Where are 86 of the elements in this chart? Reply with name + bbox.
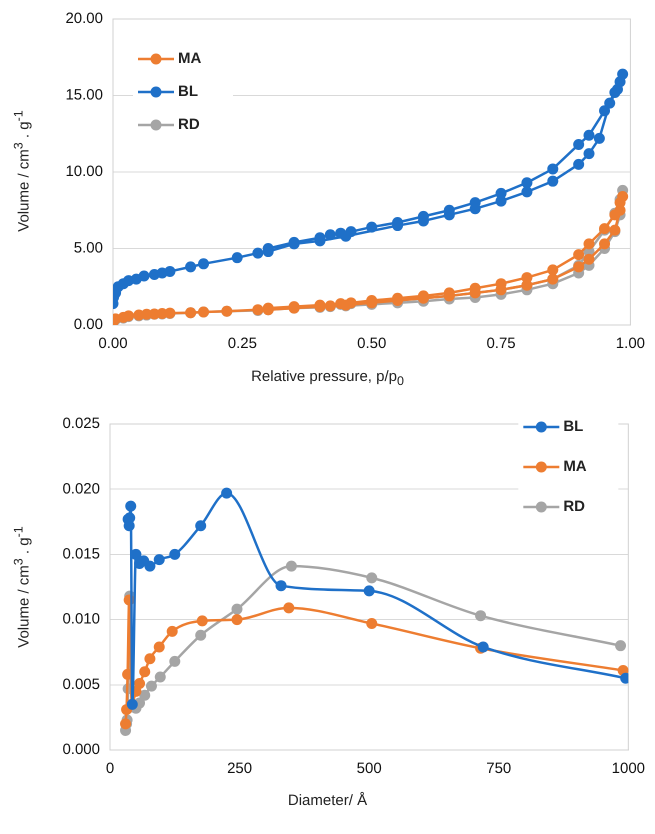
point bbox=[604, 98, 616, 109]
x-tick-label: 0 bbox=[106, 760, 114, 778]
point bbox=[584, 254, 595, 265]
point bbox=[276, 580, 287, 592]
point bbox=[146, 680, 157, 692]
point bbox=[164, 266, 176, 277]
legend-label: MA bbox=[178, 50, 202, 68]
x-tick-label: 500 bbox=[356, 760, 382, 778]
y-tick-label: 0.010 bbox=[62, 610, 100, 628]
y-tick-label: 0.00 bbox=[74, 316, 103, 334]
y-tick-label: 0.025 bbox=[62, 415, 100, 432]
point bbox=[573, 138, 584, 150]
point bbox=[232, 252, 243, 264]
point bbox=[139, 690, 150, 701]
legend-label: BL bbox=[563, 418, 584, 436]
x-tick-label: 0.75 bbox=[486, 335, 516, 352]
y-tick-label: 5.00 bbox=[74, 240, 103, 257]
y-tick-label: 0.005 bbox=[62, 676, 100, 693]
point bbox=[195, 520, 206, 532]
x-tick-label: 0.00 bbox=[98, 335, 128, 352]
x-tick-label: 750 bbox=[486, 760, 512, 778]
x-tick-label: 0.50 bbox=[357, 335, 386, 352]
point bbox=[169, 548, 180, 560]
point bbox=[609, 86, 620, 98]
point bbox=[364, 585, 375, 596]
point bbox=[166, 626, 178, 637]
legend-label: BL bbox=[178, 83, 198, 100]
x-tick-label: 1000 bbox=[612, 760, 646, 778]
point bbox=[573, 158, 584, 170]
point bbox=[195, 630, 206, 641]
point bbox=[252, 248, 264, 259]
legend-label: MA bbox=[563, 458, 587, 476]
point bbox=[144, 560, 156, 572]
point bbox=[475, 610, 486, 622]
point bbox=[599, 105, 610, 116]
point bbox=[324, 229, 336, 240]
point bbox=[231, 614, 242, 626]
y-tick-label: 10.00 bbox=[65, 163, 103, 180]
legend-label: RD bbox=[563, 498, 586, 516]
point bbox=[478, 641, 489, 652]
point bbox=[547, 176, 558, 187]
point bbox=[231, 604, 242, 615]
point bbox=[198, 258, 210, 270]
point bbox=[584, 130, 595, 141]
point bbox=[125, 500, 136, 512]
point bbox=[366, 618, 378, 630]
point bbox=[547, 163, 558, 174]
y-tick-label: 20.00 bbox=[65, 10, 103, 28]
x-axis-title: Relative pressure, p/p$_{0}$ bbox=[250, 368, 405, 388]
point bbox=[584, 148, 595, 160]
point bbox=[584, 238, 595, 250]
point bbox=[496, 188, 507, 199]
point bbox=[196, 615, 208, 626]
point bbox=[594, 132, 605, 144]
x-axis-title: Diameter/ Å bbox=[286, 792, 368, 809]
y-tick-label: 0.015 bbox=[62, 546, 100, 563]
y-tick-label: 0.000 bbox=[62, 741, 100, 758]
point bbox=[185, 261, 196, 272]
point bbox=[573, 249, 584, 260]
legend-label: RD bbox=[178, 116, 200, 134]
point bbox=[335, 228, 346, 239]
point bbox=[286, 560, 297, 572]
point bbox=[154, 641, 165, 652]
point bbox=[154, 671, 166, 682]
point bbox=[521, 186, 532, 198]
point bbox=[144, 653, 156, 664]
point bbox=[346, 226, 357, 238]
point bbox=[366, 572, 378, 584]
point bbox=[599, 238, 610, 250]
point bbox=[283, 602, 294, 614]
point bbox=[614, 76, 626, 88]
point bbox=[547, 264, 558, 276]
point bbox=[521, 177, 532, 188]
point bbox=[154, 554, 165, 566]
point bbox=[138, 270, 150, 282]
point bbox=[615, 640, 626, 652]
point bbox=[139, 666, 150, 678]
point bbox=[221, 488, 232, 499]
point bbox=[366, 222, 378, 233]
y-tick-label: 15.00 bbox=[65, 86, 103, 104]
point bbox=[134, 678, 146, 689]
x-tick-label: 1.00 bbox=[616, 335, 646, 352]
x-tick-label: 250 bbox=[227, 760, 252, 778]
x-tick-label: 0.25 bbox=[228, 335, 257, 352]
point bbox=[169, 656, 180, 667]
y-tick-label: 0.020 bbox=[62, 480, 100, 498]
